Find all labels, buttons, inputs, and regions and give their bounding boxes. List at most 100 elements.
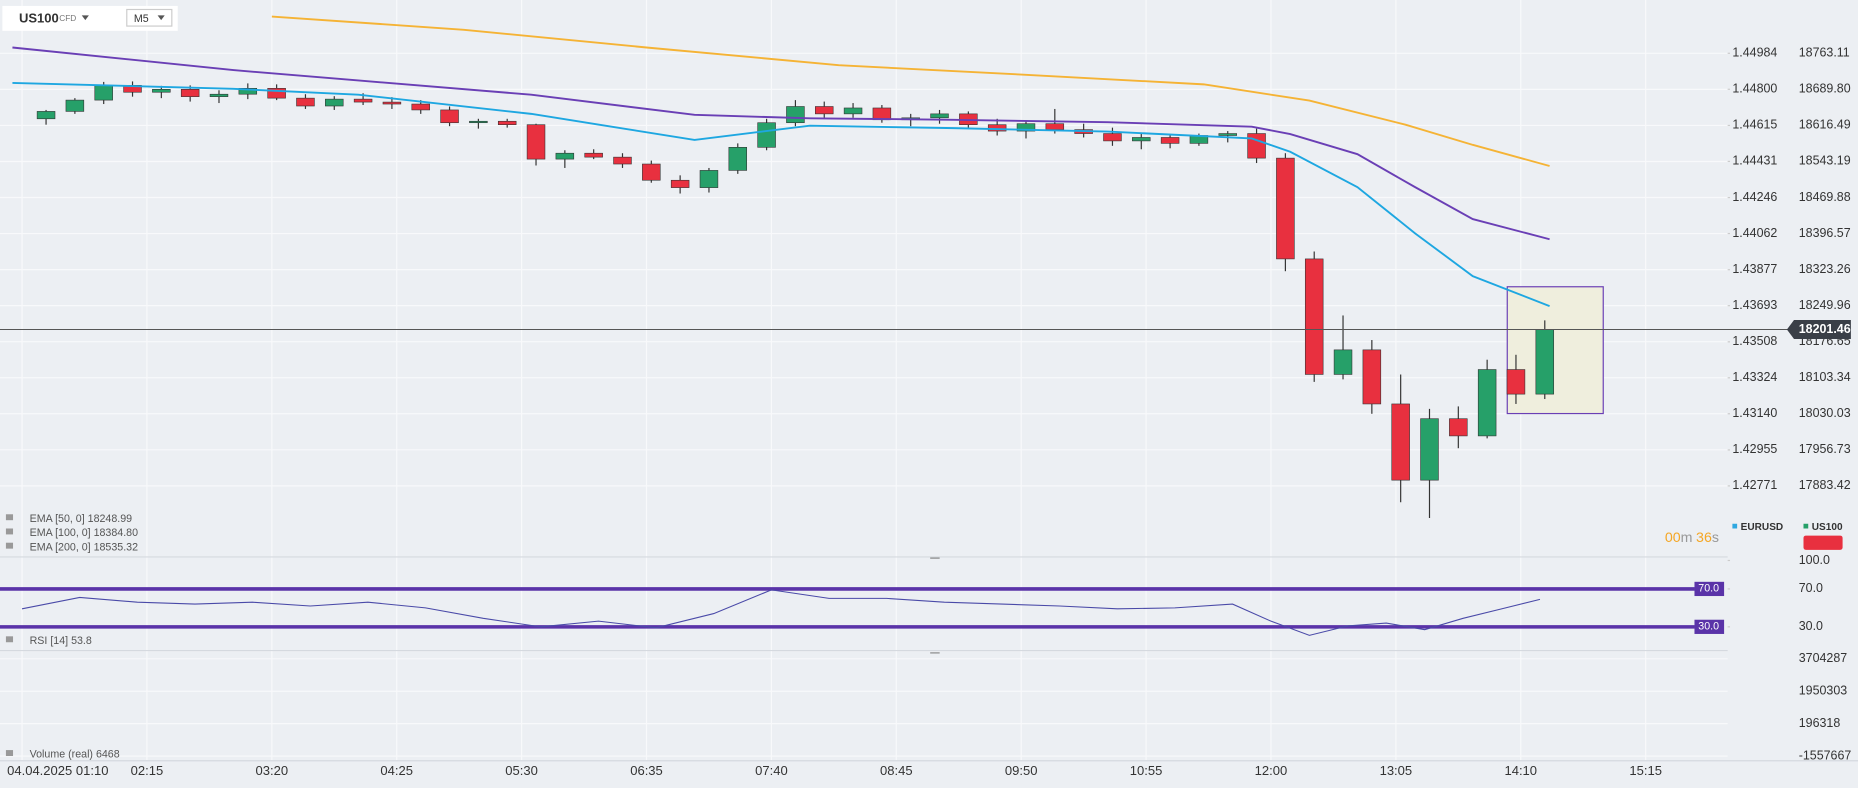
y-tick-label: 18543.19 [1799, 154, 1851, 168]
candle-body [1103, 133, 1122, 142]
legend-icon [5, 542, 14, 549]
candle-body [786, 106, 805, 124]
candle-body [238, 88, 258, 95]
ema-line [12, 81, 1550, 307]
y-tick-label: 18030.03 [1799, 406, 1851, 420]
highlight-box [1506, 286, 1604, 415]
x-tick-label: 04:25 [380, 763, 413, 778]
legend-icon [5, 514, 14, 521]
legend-icon [5, 750, 14, 757]
legend-entry: EMA [100, 0] 18384.80 [30, 527, 138, 539]
candle-body [757, 122, 776, 148]
candle-body [180, 88, 200, 97]
compare-icon [1803, 523, 1809, 529]
level-tag [1694, 581, 1725, 597]
dropdown-arrow[interactable] [157, 15, 165, 21]
symbol[interactable]: US100 [19, 10, 59, 25]
x-tick-label: 12:00 [1255, 763, 1288, 778]
dropdown-arrow[interactable] [81, 15, 89, 21]
candle-body [1535, 329, 1555, 395]
candle-body [1506, 369, 1526, 395]
y-tick-label: 18323.26 [1799, 262, 1851, 276]
badge: CFD [59, 13, 76, 23]
legend-entry: EMA [200, 0] 18535.32 [30, 541, 138, 553]
candle-body [1132, 137, 1151, 142]
level-label: 70.0 [1698, 583, 1719, 595]
candle-body [872, 107, 892, 121]
countdown-unit: m [1681, 530, 1693, 546]
candle-body [94, 85, 113, 101]
candle-body [353, 98, 373, 103]
pane-title: Volume (real) 6468 [30, 749, 120, 761]
level-label: 30.0 [1698, 621, 1719, 633]
candle-body [1016, 123, 1036, 132]
y2-tick-label: 1.44984 [1732, 46, 1777, 60]
candle-body [930, 113, 949, 119]
candle-body [699, 170, 719, 188]
y-tick-label: 17956.73 [1799, 442, 1851, 456]
toolbar: US100 CFD M5 [2, 5, 178, 31]
y2-tick-label: 1.44062 [1732, 226, 1777, 240]
candle-body [584, 152, 603, 158]
compare-icon [1732, 523, 1738, 529]
candle-body [1160, 137, 1180, 144]
candle-body [1045, 123, 1065, 130]
x-tick-label: 13:05 [1380, 763, 1413, 778]
y-tick-label: 3704287 [1799, 651, 1848, 665]
plot: 18763.11 18689.80 18616.49 18543.19 18469.88… [0, 15, 1851, 778]
y-tick-label: 100.0 [1799, 553, 1830, 567]
rsi-line [21, 589, 1541, 636]
compare-name: EURUSD [1741, 522, 1784, 533]
legend-entry: EMA [50, 0] 18248.99 [30, 513, 133, 525]
y2-tick-label: 1.44615 [1732, 118, 1777, 132]
ema-line [271, 15, 1550, 167]
candle-body [65, 99, 85, 112]
pane-title: RSI [14] 53.8 [30, 635, 92, 647]
y-tick-label: 18689.80 [1799, 82, 1851, 96]
y2-tick-label: 1.43140 [1732, 406, 1777, 420]
y-tick-label: 18616.49 [1799, 118, 1851, 132]
y-tick-label: 18469.88 [1799, 190, 1851, 204]
candle-body [411, 103, 430, 111]
y-tick-label: 196318 [1799, 716, 1841, 730]
ema-line [12, 46, 1550, 241]
y-tick-label: 18396.57 [1799, 226, 1851, 240]
legend-icon [5, 528, 14, 535]
x-tick-label: 07:40 [755, 763, 788, 778]
compare-name: US100 [1812, 522, 1843, 533]
level-tag [1694, 619, 1725, 634]
y2-tick-label: 1.43324 [1732, 370, 1777, 384]
y-tick-label: 30.0 [1799, 619, 1823, 633]
countdown-minutes: 00 [1665, 530, 1681, 546]
y2-tick-label: 1.42955 [1732, 442, 1777, 456]
compare-button[interactable] [1803, 535, 1843, 550]
candle-body [267, 88, 286, 99]
candle-body [1247, 133, 1266, 159]
candle-body [815, 106, 834, 115]
candle-body [1449, 418, 1468, 437]
candle-body [555, 152, 575, 160]
y-tick-label: 18763.11 [1799, 46, 1850, 60]
y2-tick-label: 1.42771 [1732, 478, 1777, 492]
candle-body [1391, 403, 1410, 481]
countdown-seconds: 36 [1696, 530, 1712, 546]
y-tick-label: 18103.34 [1799, 370, 1851, 384]
y-tick-label: 18249.96 [1799, 298, 1851, 312]
candle-body [440, 109, 459, 124]
grid [0, 0, 1728, 761]
x-tick-label: 04.04.2025 01:10 [7, 763, 108, 778]
x-tick-label: 06:35 [630, 763, 663, 778]
interval-box[interactable] [126, 8, 173, 27]
candle-body [36, 111, 56, 120]
y2-tick-label: 1.44431 [1732, 154, 1777, 168]
countdown: 00m 36s [1665, 530, 1719, 546]
x-tick-label: 15:15 [1629, 763, 1662, 778]
candle-body [642, 163, 661, 181]
interval[interactable]: M5 [134, 13, 149, 25]
candle-body [843, 107, 863, 115]
candle-body [497, 120, 517, 125]
x-tick-label: 03:20 [256, 763, 289, 778]
candle-body [296, 97, 315, 107]
candle-body [1362, 349, 1382, 405]
